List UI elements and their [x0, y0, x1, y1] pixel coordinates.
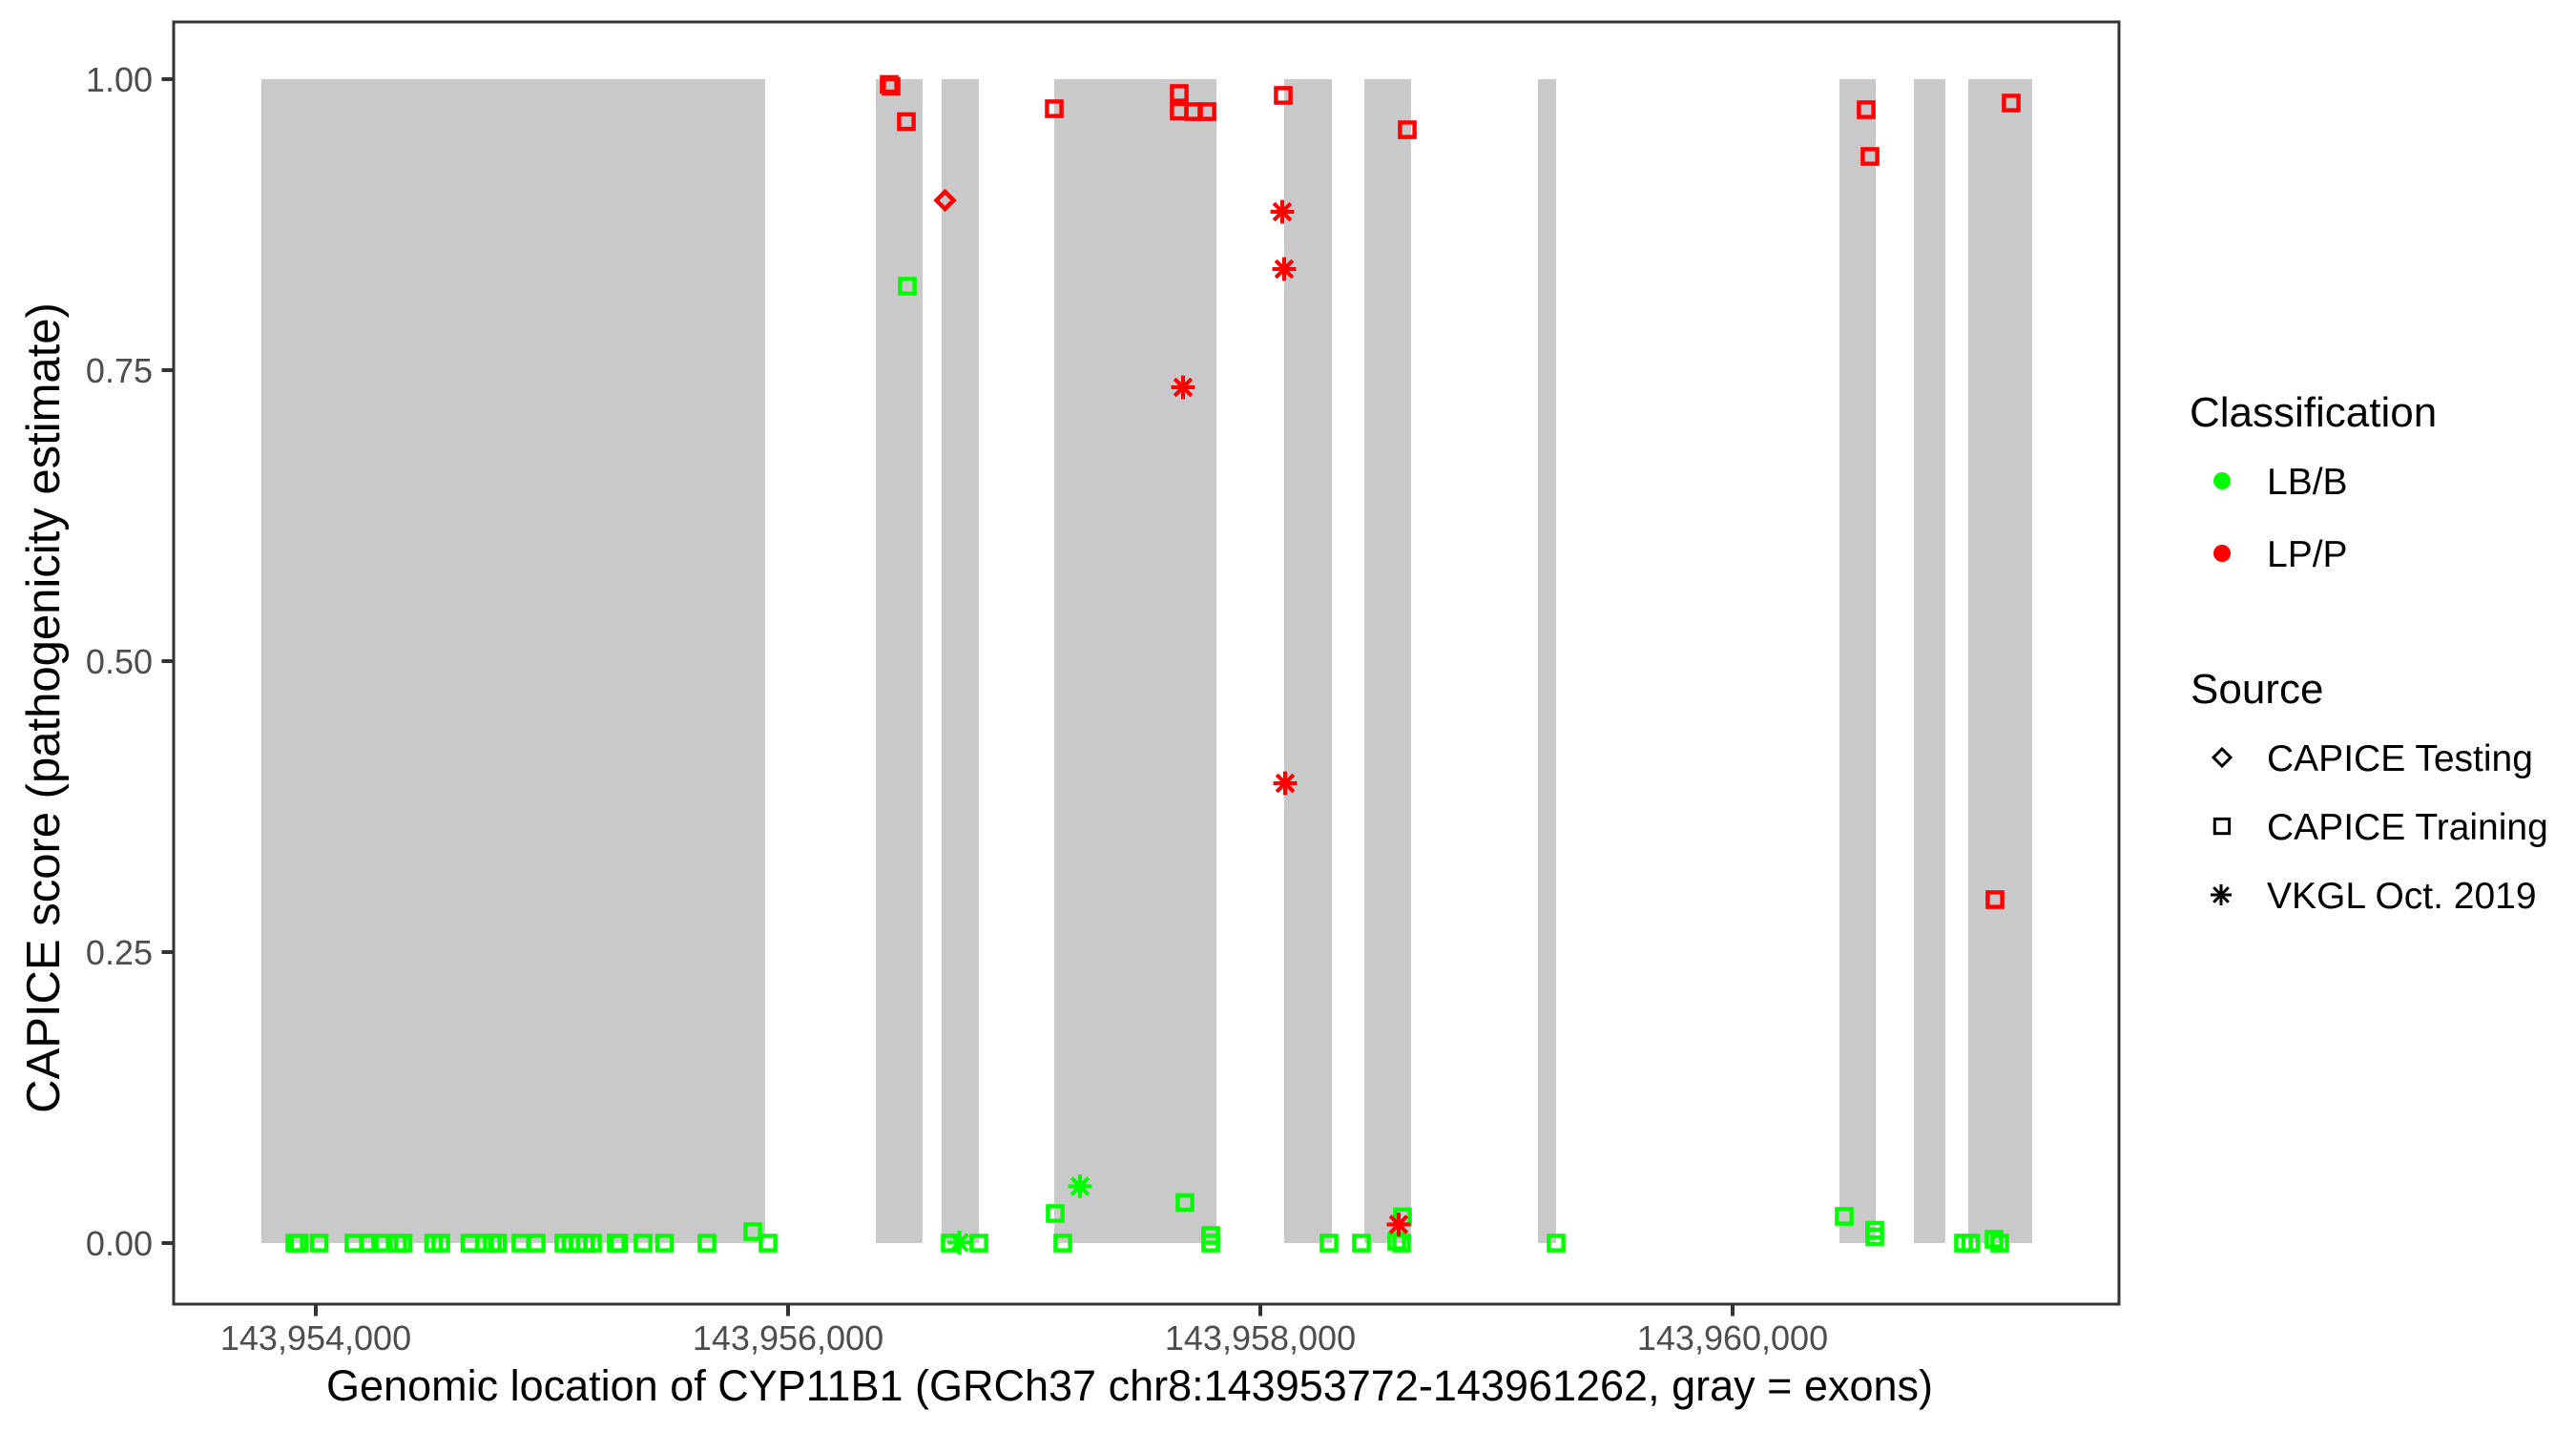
svg-text:LB/B: LB/B	[2267, 462, 2348, 503]
svg-text:0.00: 0.00	[86, 1224, 153, 1263]
svg-text:CAPICE score (pathogenicity es: CAPICE score (pathogenicity estimate)	[18, 302, 70, 1113]
svg-text:Classification: Classification	[2190, 389, 2437, 436]
svg-text:143,958,000: 143,958,000	[1165, 1318, 1356, 1358]
svg-text:Source: Source	[2191, 666, 2323, 713]
svg-text:143,956,000: 143,956,000	[693, 1318, 883, 1358]
svg-text:143,954,000: 143,954,000	[220, 1318, 411, 1358]
svg-text:LP/P: LP/P	[2267, 534, 2348, 575]
svg-text:1.00: 1.00	[86, 60, 153, 99]
svg-text:VKGL Oct. 2019: VKGL Oct. 2019	[2267, 876, 2537, 917]
svg-text:CAPICE Training: CAPICE Training	[2267, 807, 2548, 848]
svg-text:Genomic location of CYP11B1 (G: Genomic location of CYP11B1 (GRCh37 chr8…	[326, 1361, 1933, 1410]
svg-text:CAPICE Testing: CAPICE Testing	[2267, 738, 2533, 779]
svg-text:0.25: 0.25	[86, 933, 153, 972]
svg-text:0.75: 0.75	[86, 351, 153, 390]
svg-text:0.50: 0.50	[86, 642, 153, 681]
svg-text:143,960,000: 143,960,000	[1637, 1318, 1828, 1358]
